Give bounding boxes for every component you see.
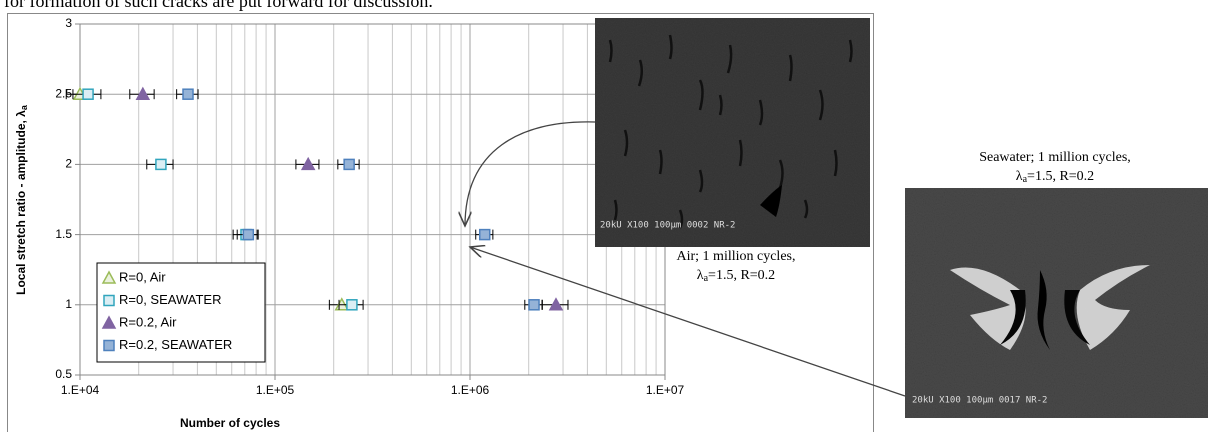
point	[347, 300, 357, 310]
x-axis-label: Number of cycles	[180, 416, 280, 430]
y-tick-label: 3	[65, 16, 72, 30]
point	[529, 300, 539, 310]
y-tick-label: 1	[65, 297, 72, 311]
sem-image-seawater: 20kU X100 100µm 0017 NR-2	[905, 188, 1208, 418]
image-overlay: 20kU X100 100µm 0017 NR-2	[912, 396, 1047, 406]
image-caption: Seawater; 1 million cycles,	[979, 150, 1131, 165]
marker	[104, 296, 114, 306]
point	[156, 159, 166, 169]
caption-rest: =1.5, R=0.2	[708, 268, 775, 283]
point	[243, 230, 253, 240]
y-tick-label: 1.5	[55, 227, 72, 241]
image-overlay: 20kU X100 100µm 0002 NR-2	[600, 221, 735, 231]
point	[344, 159, 354, 169]
image-caption: λa=1.5, R=0.2	[1016, 169, 1094, 185]
image-caption: Air; 1 million cycles,	[677, 249, 796, 264]
legend: R=0, Air R=0, SEAWATER R=0.2, Air R=0.2, SE…	[97, 263, 265, 362]
y-label-main: Local stretch ratio - amplitude, λ	[14, 110, 28, 295]
point	[480, 230, 490, 240]
figure: for formation of such cracks are put for…	[0, 0, 1215, 432]
header-text: for formation of such cracks are put for…	[4, 0, 433, 11]
x-tick-label: 1.E+05	[256, 383, 295, 397]
legend-label: R=0.2, Air	[119, 314, 177, 329]
x-tick-label: 1.E+06	[451, 383, 490, 397]
y-tick-label: 2.5	[55, 86, 72, 100]
x-tick-label: 1.E+04	[61, 383, 100, 397]
point	[83, 89, 93, 99]
legend-label: R=0.2, SEAWATER	[119, 337, 232, 352]
marker	[104, 341, 114, 351]
page: {"header_text": "for formation of such c…	[0, 0, 1215, 432]
y-tick-label: 2	[65, 157, 72, 171]
image-caption: λa=1.5, R=0.2	[697, 268, 775, 284]
plot: 0.5 1 1.5 2 2.5 3 1.E+04 1.E+05 1.E+06 1.E+07 R=0,…	[55, 16, 684, 397]
caption-rest: =1.5, R=0.2	[1027, 169, 1094, 184]
legend-label: R=0, SEAWATER	[119, 292, 221, 307]
y-axis-label: Local stretch ratio - amplitude, λa	[14, 104, 29, 295]
point	[183, 89, 193, 99]
x-tick-label: 1.E+07	[646, 383, 685, 397]
y-tick-label: 0.5	[55, 367, 72, 381]
legend-label: R=0, Air	[119, 269, 166, 284]
sem-image-air: 20kU X100 100µm 0002 NR-2	[595, 18, 870, 247]
